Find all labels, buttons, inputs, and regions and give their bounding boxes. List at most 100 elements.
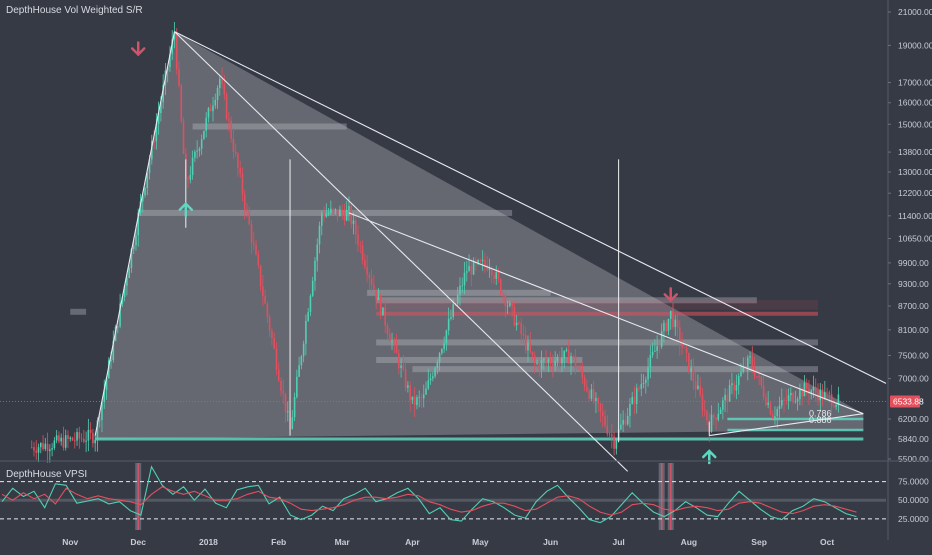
candle-body — [366, 266, 368, 275]
candle-body — [243, 194, 246, 209]
month-label: Jun — [543, 537, 558, 547]
price-tick-label: 13800.00 — [898, 147, 932, 157]
candle-body — [425, 388, 427, 395]
candle-body — [690, 368, 692, 372]
candle-body — [658, 346, 661, 348]
main-panel-title: DepthHouse Vol Weighted S/R — [6, 5, 143, 16]
candle-body — [692, 368, 695, 382]
candle-body — [62, 437, 65, 448]
candle-body — [774, 416, 776, 419]
candle-body — [336, 209, 339, 217]
candle-body — [828, 392, 831, 395]
candle-body — [574, 356, 577, 368]
price-tick-label: 9900.00 — [898, 258, 929, 268]
candle-body — [207, 108, 210, 118]
candle-body — [101, 401, 103, 420]
candle-body — [350, 205, 353, 224]
candle-body — [370, 277, 373, 285]
last-price-tag: 6533.88 — [890, 395, 924, 408]
candle-body — [271, 330, 273, 339]
candle-body — [706, 410, 708, 420]
candle-body — [427, 380, 430, 389]
candle-body — [561, 358, 563, 364]
candle-body — [678, 327, 681, 344]
candle-body — [398, 353, 400, 369]
candle-body — [400, 365, 402, 369]
candle-body — [790, 392, 792, 396]
candle-body — [402, 365, 405, 370]
candle-body — [567, 349, 570, 364]
candle-body — [293, 397, 296, 418]
trend-line[interactable] — [709, 413, 864, 437]
candle-body — [239, 167, 241, 174]
candle-body — [248, 210, 251, 225]
candle-body — [107, 360, 110, 379]
trend-line[interactable] — [94, 31, 176, 436]
candle-body — [622, 420, 624, 425]
candle-body — [132, 245, 135, 250]
candle-body — [504, 294, 507, 307]
candle-body — [178, 69, 180, 86]
candle-body — [438, 353, 441, 363]
time-axis[interactable]: Nov Dec 2018 Feb Mar Apr May Jun Jul Aug Sep Oct — [62, 537, 834, 547]
trend-line[interactable] — [348, 212, 864, 415]
candle-body — [318, 225, 321, 245]
oscillator-series-fast — [1, 465, 857, 524]
candle-body — [259, 265, 262, 287]
candle-body — [778, 405, 781, 410]
candle-body — [286, 411, 289, 413]
candle-body — [373, 284, 375, 290]
candle-body — [771, 414, 774, 419]
candle-body — [468, 265, 470, 272]
candle-body — [422, 394, 425, 399]
candle-body — [572, 355, 575, 357]
candle-body — [44, 443, 47, 450]
candle-body — [180, 85, 183, 122]
candle-body — [237, 153, 239, 168]
candle-body — [103, 390, 106, 402]
fib-label-0886: 0.886 — [809, 415, 832, 425]
month-label: Aug — [681, 537, 698, 547]
candle-body — [665, 322, 667, 331]
candle-body — [128, 267, 130, 279]
trend-line[interactable] — [174, 31, 887, 384]
candle-body — [343, 212, 346, 221]
candle-body — [418, 397, 421, 398]
candle-body — [726, 394, 729, 402]
trend-line[interactable] — [174, 31, 629, 472]
candle-body — [214, 99, 217, 106]
candle-body — [635, 388, 638, 404]
candle-body — [769, 402, 772, 415]
candle-body — [511, 303, 513, 307]
candle-body — [488, 268, 491, 270]
candle-body — [749, 356, 751, 358]
candle-body — [445, 330, 448, 344]
candle-body — [515, 322, 518, 326]
price-axis[interactable]: 21000.00 19000.00 17000.00 16000.00 15000.00… — [887, 0, 932, 540]
volume-zone — [192, 123, 347, 130]
candle-body — [413, 396, 416, 406]
candle-body — [529, 342, 532, 352]
candle-body — [780, 399, 783, 406]
resistance-level — [376, 311, 819, 316]
candle-body — [447, 318, 450, 331]
price-tick-label: 8700.00 — [898, 301, 929, 311]
month-label: Mar — [335, 537, 351, 547]
candle-body — [783, 399, 785, 401]
candle-body — [377, 295, 380, 301]
month-label: Nov — [62, 537, 78, 547]
candle-body — [69, 437, 72, 439]
volume-zone — [412, 366, 819, 373]
candle-body — [255, 244, 257, 255]
candle-body — [509, 303, 511, 306]
candle-body — [792, 392, 794, 403]
candle-body — [60, 437, 62, 442]
candle-body — [225, 94, 228, 119]
candle-body — [819, 389, 822, 401]
candle-body — [667, 318, 670, 331]
candle-body — [787, 395, 790, 401]
candle-body — [513, 306, 516, 326]
candle-body — [835, 404, 837, 407]
candle-body — [719, 409, 722, 415]
